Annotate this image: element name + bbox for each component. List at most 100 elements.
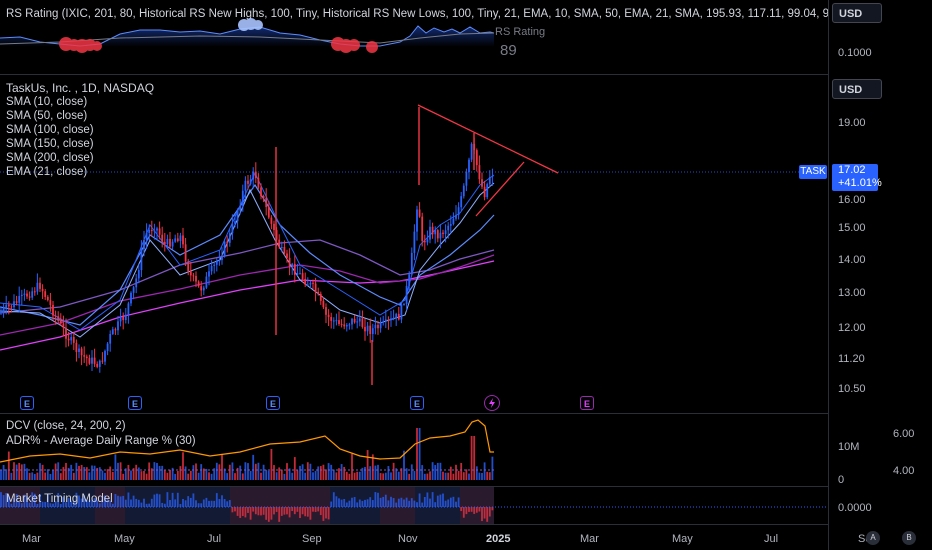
- market-timing-bar: [10, 503, 13, 507]
- market-timing-bar: [104, 495, 106, 507]
- market-timing-bar: [392, 498, 395, 507]
- market-timing-bar: [460, 507, 463, 512]
- candle-body: [20, 294, 23, 297]
- market-timing-bar: [444, 500, 447, 507]
- candle-body: [470, 143, 473, 160]
- volume-bar: [46, 469, 49, 480]
- candle-body: [387, 319, 390, 321]
- indicator-sma-100[interactable]: SMA (100, close): [6, 124, 94, 136]
- volume-bar: [317, 466, 320, 480]
- candle-body: [270, 217, 273, 224]
- volume-bar: [124, 468, 127, 480]
- log-scale-button[interactable]: B: [902, 531, 916, 545]
- volume-bar: [13, 462, 15, 480]
- candle-body: [213, 264, 216, 266]
- indicator-sma-150[interactable]: SMA (150, close): [6, 138, 94, 150]
- market-timing-bar: [67, 498, 70, 507]
- market-timing-chart: [0, 487, 828, 524]
- candle-body: [343, 324, 346, 327]
- candle-body: [241, 190, 244, 206]
- market-timing-bar: [465, 507, 468, 515]
- candlestick-chart[interactable]: [0, 75, 828, 413]
- market-timing-bar: [265, 507, 268, 520]
- market-timing-bar: [239, 507, 242, 518]
- candle-body: [475, 150, 478, 166]
- lightning-icon[interactable]: [484, 395, 500, 411]
- market-timing-bar: [20, 503, 23, 507]
- candle-body: [429, 226, 431, 240]
- market-timing-bar: [374, 492, 377, 507]
- volume-bar: [132, 468, 135, 480]
- market-timing-bar: [267, 507, 270, 522]
- volume-bar: [174, 473, 177, 480]
- volume-bar: [395, 468, 398, 480]
- candle-body: [418, 209, 421, 217]
- candle-body: [257, 178, 260, 188]
- market-timing-axis-label: 0.0000: [838, 502, 872, 514]
- rs-rating-value: 89: [500, 42, 517, 59]
- earnings-icon[interactable]: E: [410, 396, 424, 410]
- volume-bar: [10, 472, 13, 480]
- market-timing-bar: [338, 498, 340, 507]
- volume-bar: [483, 462, 486, 480]
- earnings-icon[interactable]: E: [128, 396, 142, 410]
- auto-scale-button[interactable]: A: [866, 531, 880, 545]
- candle-body: [478, 165, 481, 180]
- adr-title[interactable]: ADR% - Average Daily Range % (30): [6, 435, 196, 447]
- market-timing-bar: [169, 500, 171, 507]
- candle-body: [262, 196, 265, 198]
- indicator-sma-50[interactable]: SMA (50, close): [6, 110, 88, 122]
- market-timing-bar: [83, 495, 86, 507]
- pane-divider-3[interactable]: [0, 486, 828, 487]
- market-timing-title[interactable]: Market Timing Model: [6, 493, 113, 505]
- indicator-sma-10[interactable]: SMA (10, close): [6, 96, 88, 108]
- candle-body: [382, 321, 385, 323]
- volume-bar: [434, 465, 437, 480]
- volume-bar: [39, 463, 41, 480]
- candle-body: [249, 179, 252, 184]
- earnings-icon[interactable]: E: [580, 396, 594, 410]
- symbol-title[interactable]: TaskUs, Inc. , 1D, NASDAQ: [6, 81, 155, 95]
- candle-body: [400, 304, 403, 320]
- volume-bar: [31, 472, 34, 480]
- candle-body: [254, 171, 257, 179]
- price-label: 16.00: [838, 194, 866, 206]
- price-currency-button[interactable]: USD: [832, 79, 882, 99]
- volume-bar: [384, 472, 387, 480]
- earnings-icon[interactable]: E: [20, 396, 34, 410]
- candle-body: [325, 307, 327, 315]
- candle-body: [361, 318, 364, 327]
- indicator-ema-21[interactable]: EMA (21, close): [6, 166, 88, 178]
- price-label: 10.50: [838, 383, 866, 395]
- volume-bar: [210, 473, 213, 480]
- candle-body: [153, 230, 156, 232]
- candle-body: [405, 285, 408, 304]
- market-timing-bar: [179, 503, 182, 507]
- market-timing-bar: [442, 493, 444, 507]
- market-timing-bar: [18, 501, 21, 507]
- market-timing-bar: [348, 500, 351, 507]
- adr-axis-label: 4.00: [893, 465, 915, 477]
- rs-currency-button[interactable]: USD: [832, 3, 882, 23]
- pane-divider-2[interactable]: [0, 413, 828, 414]
- market-timing-bar: [122, 495, 125, 507]
- market-timing-bar: [312, 507, 314, 512]
- market-timing-bar: [153, 494, 156, 507]
- volume-bar: [288, 468, 291, 480]
- dcv-axis-label: 10M: [838, 441, 860, 453]
- candle-body: [390, 318, 392, 321]
- market-timing-bar: [473, 507, 476, 514]
- indicator-sma-200[interactable]: SMA (200, close): [6, 152, 94, 164]
- candle-body: [91, 357, 93, 364]
- volume-bar: [455, 464, 457, 480]
- volume-bar: [161, 465, 164, 480]
- pane-divider-1[interactable]: [0, 74, 828, 75]
- market-timing-bar: [275, 507, 278, 512]
- dcv-title[interactable]: DCV (close, 24, 200, 2): [6, 420, 126, 432]
- market-timing-bar: [371, 500, 374, 507]
- candle-body: [228, 233, 231, 243]
- volume-bar: [140, 471, 143, 480]
- candle-body: [439, 232, 442, 239]
- earnings-icon[interactable]: E: [266, 396, 280, 410]
- time-label: Jul: [764, 533, 779, 545]
